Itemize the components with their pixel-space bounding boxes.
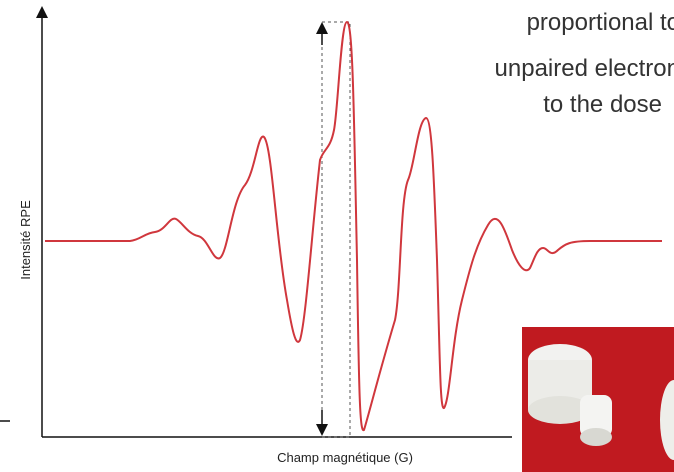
figure: Intensité RPE Champ magnétique (G) propo… [0, 0, 674, 472]
x-axis-label: Champ magnétique (G) [277, 450, 413, 465]
photo [522, 327, 674, 472]
caption-line: unpaired electron [495, 55, 674, 82]
dashed-box [322, 22, 350, 437]
y-axis-label: Intensité RPE [18, 200, 33, 280]
page: Intensité RPE Champ magnétique (G) propo… [0, 0, 674, 472]
caption-line: proportional to [527, 9, 674, 36]
caption-line: to the dose [543, 91, 662, 118]
